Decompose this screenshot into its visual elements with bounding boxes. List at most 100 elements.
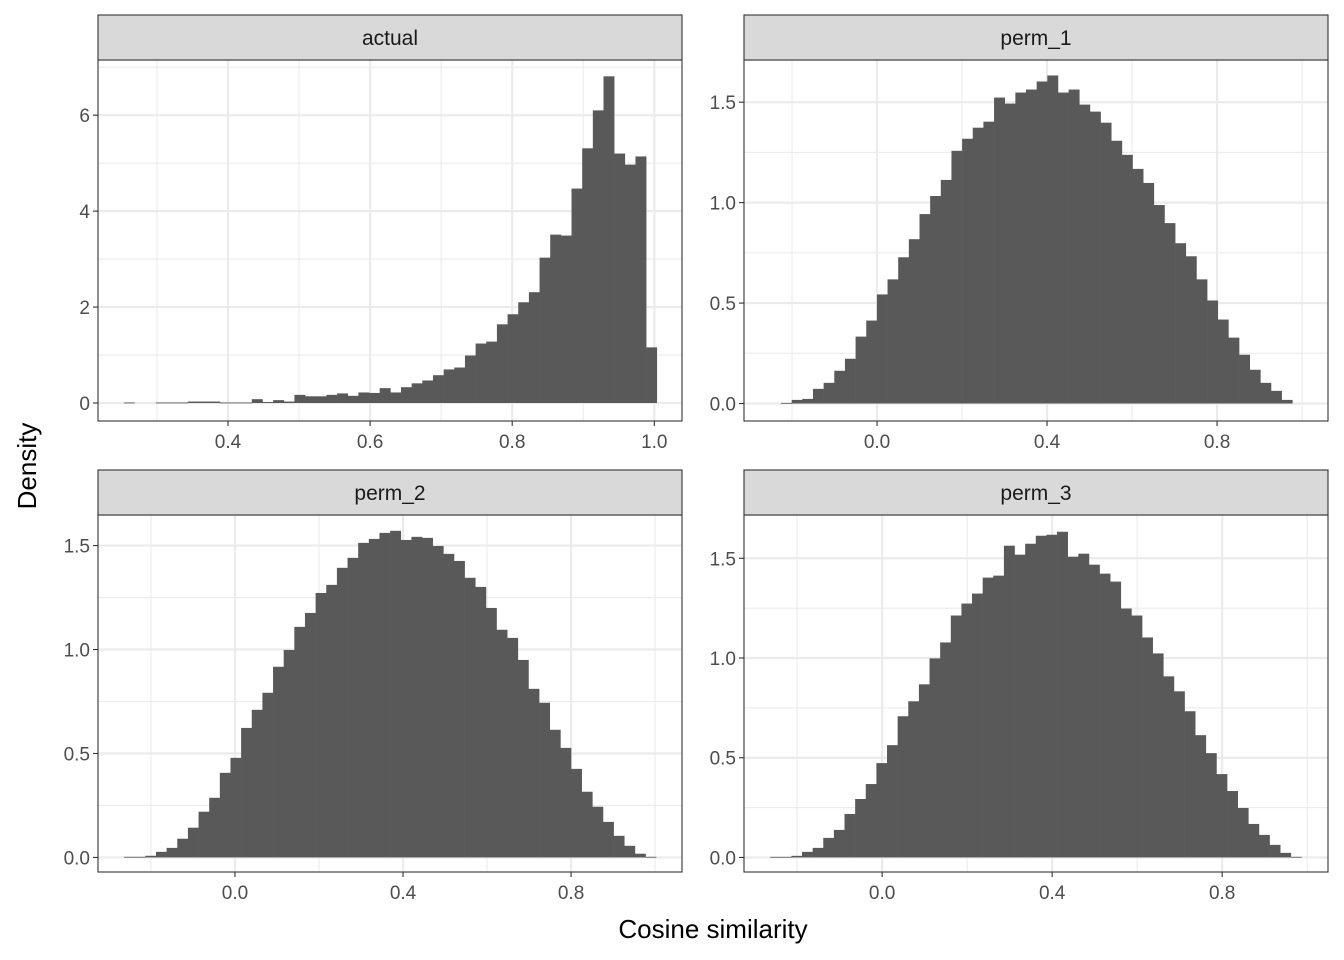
histogram-bar	[614, 153, 626, 404]
histogram-bar	[1099, 573, 1111, 858]
histogram-bar	[1078, 553, 1090, 858]
histogram-bar	[251, 399, 263, 404]
histogram-bar	[1025, 543, 1037, 858]
histogram-bar	[962, 138, 974, 404]
histogram-bar	[823, 837, 835, 858]
x-tick-label: 0.4	[1039, 883, 1066, 904]
facet-actual: actual 0.4 0.6 0.8 1.0 0 2 4 6	[79, 14, 683, 453]
histogram-bar	[929, 658, 941, 858]
histogram-bar	[358, 542, 370, 858]
histogram-bar	[770, 856, 782, 858]
histogram-bar	[560, 747, 572, 858]
histogram-bar	[1079, 104, 1091, 404]
y-tick-label: 1.0	[64, 641, 90, 662]
histogram-bar	[802, 851, 813, 858]
histogram-bar	[475, 586, 487, 858]
histogram-bar	[1258, 834, 1270, 858]
histogram-bar	[918, 684, 930, 858]
histogram-bar	[326, 394, 338, 404]
histogram-bar	[432, 375, 444, 404]
histogram-bar	[379, 532, 391, 858]
histogram-bar	[993, 575, 1005, 858]
histogram-bar	[887, 279, 899, 404]
facet-strip-label: perm_2	[354, 482, 425, 505]
histogram-bar	[635, 156, 647, 404]
histogram-bar	[358, 392, 370, 404]
histogram-bar	[187, 401, 199, 404]
histogram-bar	[443, 553, 455, 858]
histogram-bar	[940, 642, 952, 858]
histogram-bar	[528, 292, 540, 404]
histogram-bar	[1290, 856, 1302, 858]
histogram-bar	[294, 626, 306, 858]
histogram-bar	[1217, 319, 1229, 404]
histogram-bar	[262, 692, 274, 858]
histogram-bar	[241, 402, 253, 404]
x-tick-label: 0.0	[869, 883, 895, 904]
y-tick-label: 1.0	[710, 194, 736, 215]
histogram-bar	[571, 768, 582, 858]
histogram-bar	[1143, 182, 1155, 404]
histogram-bar	[518, 302, 530, 404]
histogram-bar	[1068, 89, 1080, 404]
histogram-bar	[496, 324, 508, 404]
histogram-bar	[273, 666, 284, 858]
y-tick-label: 0.5	[710, 294, 736, 315]
histogram-bar	[1280, 852, 1292, 858]
histogram-bar	[209, 401, 221, 404]
x-tick-label: 0.4	[1034, 432, 1061, 453]
histogram-bar	[177, 838, 189, 858]
histogram-bar	[283, 401, 295, 404]
histogram-bar	[124, 856, 135, 858]
histogram-bar	[823, 382, 835, 404]
histogram-bar	[283, 649, 295, 858]
histogram-bar	[347, 395, 359, 404]
histogram-bar	[1047, 75, 1059, 404]
histogram-bar	[230, 757, 242, 858]
histogram-bar	[390, 392, 402, 404]
histogram-bar	[1089, 111, 1101, 404]
histogram-bar	[624, 845, 636, 858]
histogram-bar	[961, 603, 973, 858]
histogram-bar	[219, 772, 231, 858]
histogram-bar	[972, 127, 984, 404]
y-tick-label: 1.5	[710, 549, 736, 570]
histogram-bar	[646, 347, 658, 404]
histogram-bar	[645, 856, 657, 858]
facet-panels: actual 0.4 0.6 0.8 1.0 0 2 4 6 perm_1 0.0 0.4 0.8 0.0…	[64, 14, 1329, 904]
histogram-bar	[560, 235, 572, 404]
x-tick-label: 0.4	[390, 883, 417, 904]
histogram-bar	[1026, 89, 1037, 404]
histogram-bar	[315, 396, 327, 404]
histogram-bar	[517, 659, 529, 858]
histogram-bar	[1100, 122, 1112, 404]
histogram-bar	[550, 234, 562, 404]
y-tick-label: 0.5	[64, 744, 90, 765]
histogram-bar	[251, 709, 263, 858]
histogram-bar	[855, 336, 867, 404]
x-tick-label: 1.0	[641, 432, 667, 453]
x-tick-label: 0.0	[864, 432, 890, 453]
histogram-bar	[390, 530, 402, 858]
histogram-bar	[337, 393, 349, 404]
histogram-bar	[134, 856, 146, 858]
histogram-bar	[1004, 103, 1016, 404]
histogram-bar	[866, 320, 878, 404]
histogram-bar	[454, 367, 466, 404]
x-tick-label: 0.4	[215, 432, 242, 453]
histogram-bar	[1239, 354, 1250, 404]
histogram-bar	[155, 402, 167, 404]
histogram-bar	[155, 851, 167, 858]
histogram-bar	[422, 537, 433, 858]
histogram-bar	[634, 853, 646, 858]
histogram-bar	[294, 394, 306, 404]
histogram-bar	[940, 179, 952, 404]
histogram-bar	[379, 388, 391, 404]
histogram-bar	[1015, 92, 1027, 404]
histogram-bar	[791, 855, 803, 858]
histogram-bar	[897, 716, 909, 858]
histogram-bar	[528, 688, 540, 858]
histogram-bar	[1216, 774, 1228, 858]
histogram-bar	[1281, 399, 1293, 404]
